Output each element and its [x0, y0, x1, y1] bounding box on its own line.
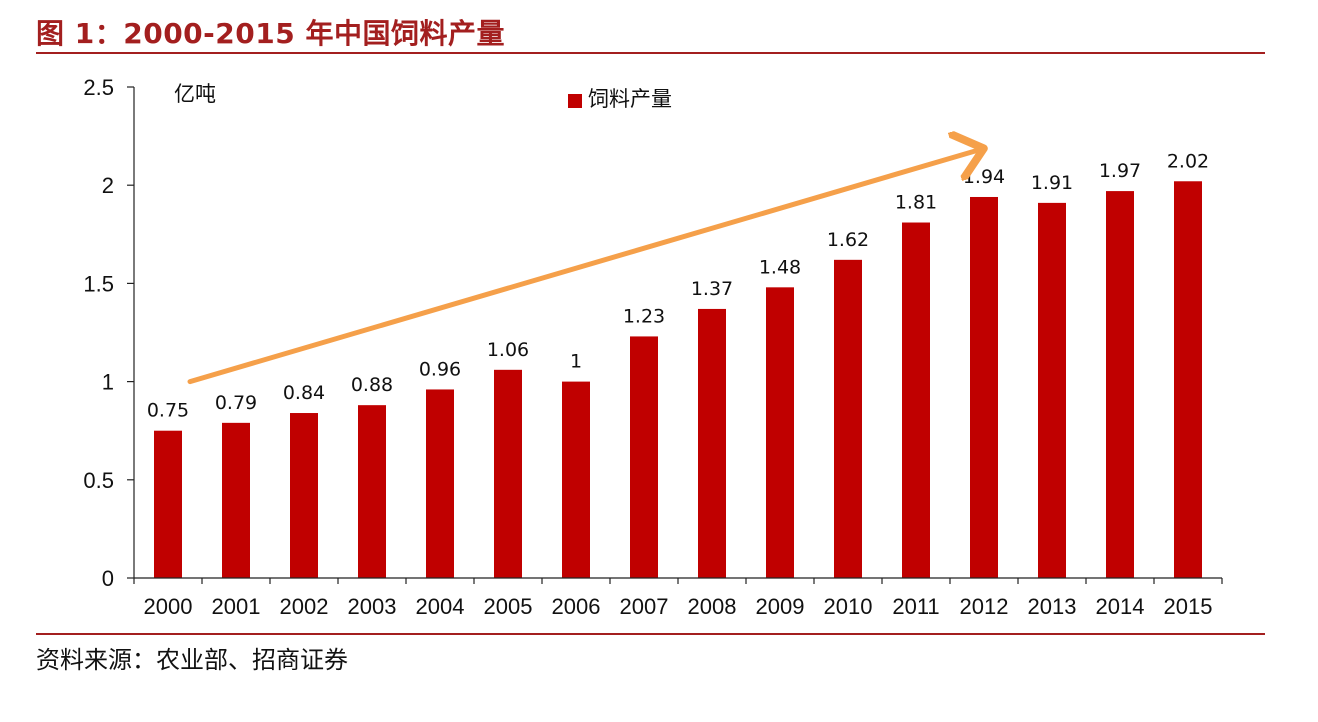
bar-2014 [1106, 191, 1134, 579]
legend-swatch [568, 94, 582, 108]
data-label-2002: 0.84 [283, 382, 325, 404]
data-label-2007: 1.23 [623, 305, 665, 327]
bar-2013 [1038, 202, 1066, 578]
data-label-2014: 1.97 [1099, 160, 1141, 182]
bar-2015 [1174, 181, 1202, 578]
x-tick-label: 2014 [1096, 594, 1145, 619]
data-label-2010: 1.62 [827, 229, 869, 251]
title-rule [36, 52, 1265, 54]
y-tick-label: 2 [102, 173, 114, 198]
data-label-2011: 1.81 [895, 192, 937, 214]
x-tick-label: 2012 [960, 594, 1009, 619]
data-label-2006: 1 [570, 351, 582, 373]
x-tick-label: 2007 [620, 594, 669, 619]
data-label-2009: 1.48 [759, 256, 801, 278]
bar-2001 [222, 422, 250, 578]
bar-2009 [766, 287, 794, 578]
x-tick-label: 2000 [144, 594, 193, 619]
x-tick-label: 2005 [484, 594, 533, 619]
source-rule [36, 633, 1265, 635]
x-tick-label: 2009 [756, 594, 805, 619]
data-label-2008: 1.37 [691, 278, 733, 300]
y-tick-label: 1 [102, 370, 114, 395]
x-tick-label: 2015 [1164, 594, 1213, 619]
bar-2012 [970, 196, 998, 578]
source-note: 资料来源：农业部、招商证券 [36, 646, 348, 674]
bar-2010 [834, 259, 862, 578]
x-tick-label: 2001 [212, 594, 261, 619]
bar-2002 [290, 413, 318, 578]
y-tick-label: 1.5 [83, 271, 114, 296]
x-tick-label: 2013 [1028, 594, 1077, 619]
x-tick-label: 2010 [824, 594, 873, 619]
trend-arrow [187, 150, 979, 385]
bar-2005 [494, 369, 522, 578]
bar-2003 [358, 405, 386, 578]
data-label-2001: 0.79 [215, 392, 257, 414]
y-tick-label: 0 [102, 566, 114, 591]
bar-2006 [562, 381, 590, 578]
data-label-2003: 0.88 [351, 374, 393, 396]
figure-title: 图 1：2000-2015 年中国饲料产量 [36, 17, 505, 50]
x-tick-label: 2006 [552, 594, 601, 619]
x-tick-label: 2004 [416, 594, 465, 619]
x-tick-label: 2008 [688, 594, 737, 619]
bar-2004 [426, 389, 454, 578]
bar-2000 [154, 430, 182, 578]
y-tick-label: 2.5 [83, 75, 114, 100]
data-label-2000: 0.75 [147, 400, 189, 422]
data-label-2005: 1.06 [487, 339, 529, 361]
x-tick-label: 2002 [280, 594, 329, 619]
data-label-2012: 1.94 [963, 166, 1005, 188]
data-label-2015: 2.02 [1167, 150, 1209, 172]
bar-2008 [698, 308, 726, 578]
data-label-2004: 0.96 [419, 358, 461, 380]
x-tick-label: 2003 [348, 594, 397, 619]
bar-2007 [630, 336, 658, 578]
legend-label: 饲料产量 [588, 87, 672, 111]
data-label-2013: 1.91 [1031, 172, 1073, 194]
y-tick-label: 0.5 [83, 468, 114, 493]
x-tick-label: 2011 [892, 594, 939, 619]
bar-2011 [902, 222, 930, 579]
y-unit-label: 亿吨 [174, 82, 216, 106]
